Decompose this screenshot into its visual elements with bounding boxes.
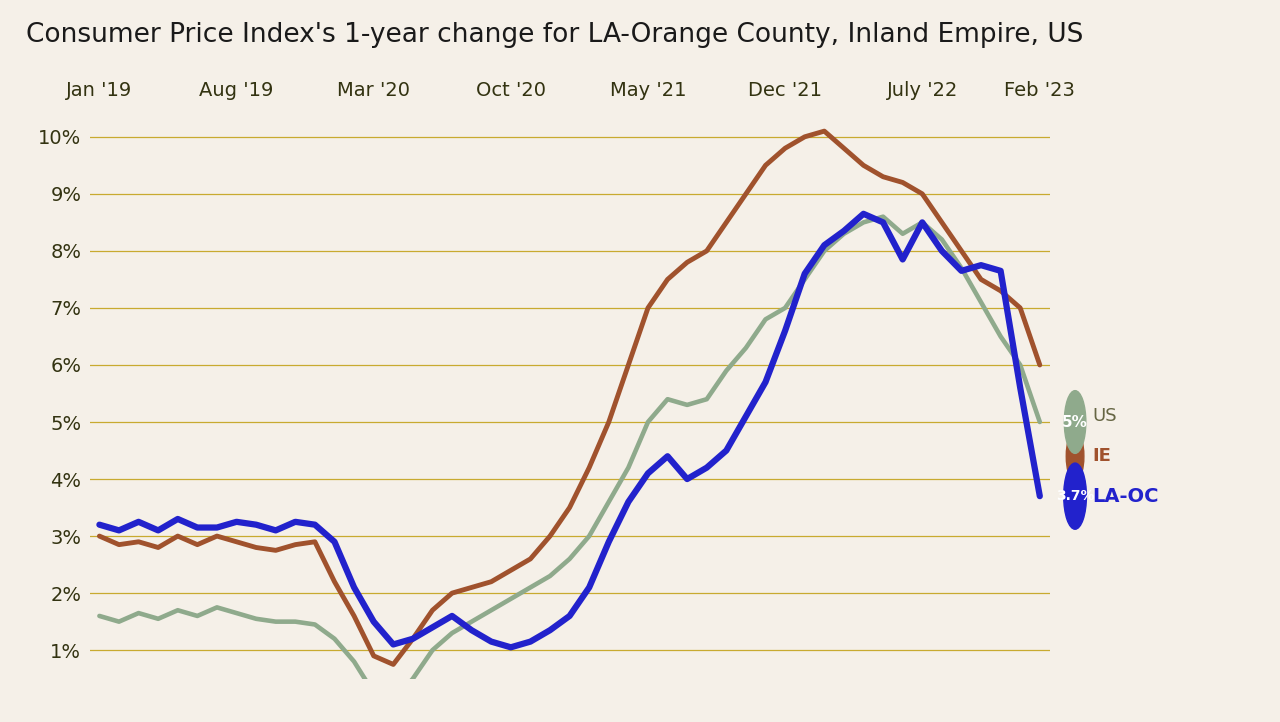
- Text: Consumer Price Index's 1-year change for LA-Orange County, Inland Empire, US: Consumer Price Index's 1-year change for…: [26, 22, 1083, 48]
- Circle shape: [1064, 463, 1087, 529]
- Text: LA-OC: LA-OC: [1093, 487, 1160, 505]
- Text: 5%: 5%: [1062, 414, 1088, 430]
- Text: IE: IE: [1093, 447, 1111, 465]
- Circle shape: [1064, 391, 1085, 453]
- Circle shape: [1066, 430, 1084, 482]
- Text: 3.7%: 3.7%: [1056, 490, 1094, 503]
- Text: US: US: [1093, 407, 1117, 425]
